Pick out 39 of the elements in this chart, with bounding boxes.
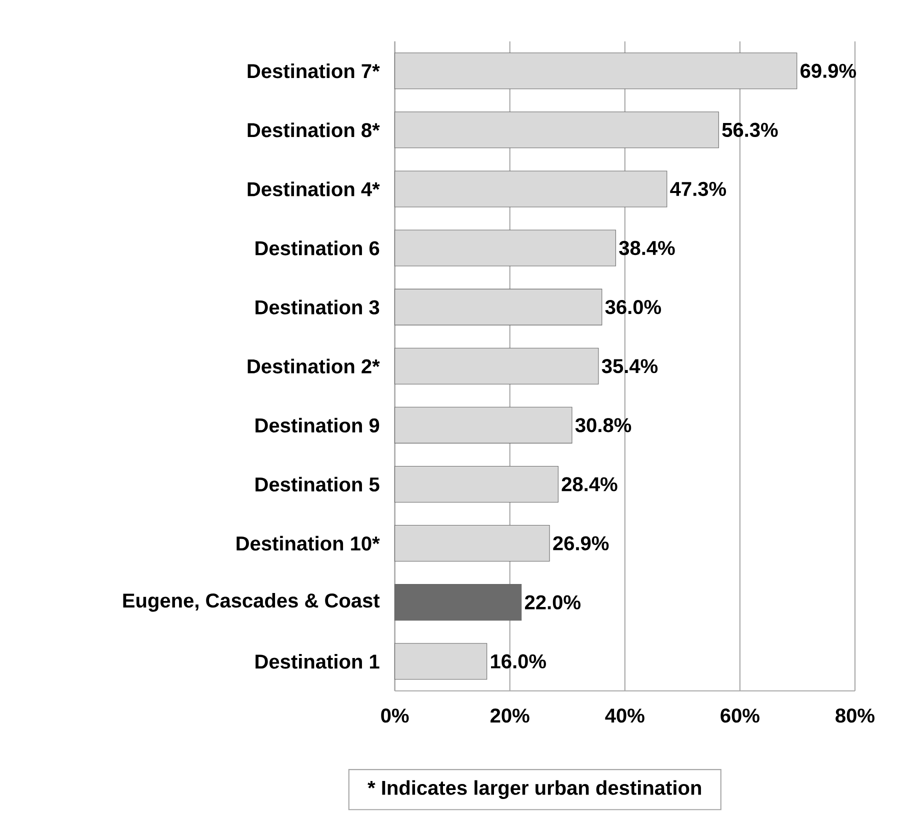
y-tick-label: Destination 4* [248, 182, 380, 196]
x-tick-label: 40% [605, 708, 644, 723]
data-label: 56.3% [722, 123, 778, 138]
data-label: 36.0% [605, 300, 662, 314]
bar [394, 643, 488, 680]
x-tick-label: 0% [381, 708, 409, 723]
bar [394, 525, 550, 562]
data-label: 26.9% [553, 536, 609, 551]
y-tick-label: Destination 10* [236, 536, 380, 551]
data-label: 30.8% [575, 418, 632, 432]
bar [394, 230, 616, 266]
y-tick-label: Eugene, Cascades & Coast [123, 593, 380, 612]
bar [394, 584, 522, 621]
data-label: 16.0% [491, 654, 546, 669]
y-tick-label: Destination 5 [256, 477, 380, 492]
data-label: 69.9% [800, 64, 856, 78]
bar [394, 407, 572, 444]
data-label: 35.4% [602, 359, 658, 374]
bar [394, 288, 602, 326]
x-tick-label: 20% [490, 708, 530, 723]
data-label: 47.3% [670, 182, 726, 196]
bar [394, 112, 719, 148]
y-tick-label: Destination 2* [248, 358, 380, 374]
bar [394, 52, 798, 90]
y-tick-label: Destination 9 [256, 418, 380, 433]
text: * Indicates larger urban destination [368, 780, 701, 800]
y-tick-label: Destination 8* [248, 122, 380, 138]
y-tick-label: Destination 6 [256, 240, 380, 256]
y-tick-label: Destination 1 [256, 654, 380, 669]
bar [394, 466, 558, 503]
data-label: 22.0% [524, 595, 580, 610]
y-tick-label: Destination 7* [248, 64, 380, 78]
data-label: 28.4% [562, 477, 618, 492]
x-tick-label: 60% [720, 708, 760, 723]
data-label: 38.4% [619, 241, 675, 256]
x-tick-label: 80% [836, 708, 874, 723]
bar [394, 348, 599, 385]
bar [394, 170, 668, 208]
y-tick-label: Destination 3 [256, 300, 380, 315]
